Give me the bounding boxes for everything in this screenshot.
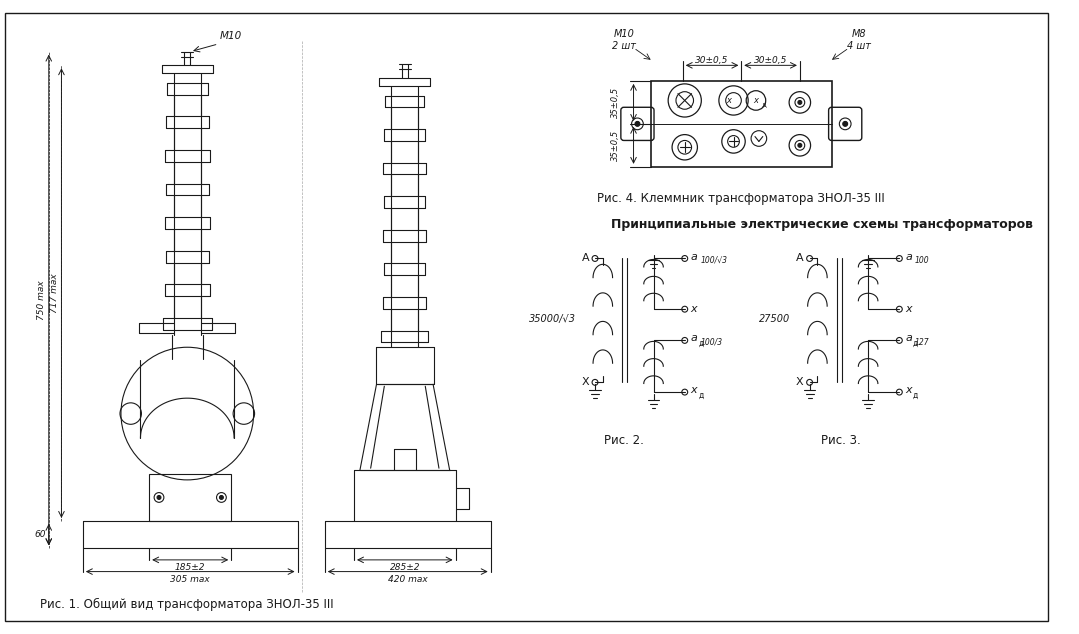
- Text: Рис. 4. Клеммник трансформатора ЗНОЛ-35 III: Рис. 4. Клеммник трансформатора ЗНОЛ-35 …: [598, 193, 885, 205]
- Text: A: A: [582, 254, 589, 264]
- Text: 717 max: 717 max: [50, 273, 58, 313]
- Text: 100/√3: 100/√3: [700, 256, 727, 265]
- Text: 27500: 27500: [759, 314, 790, 324]
- Bar: [149, 474, 231, 521]
- Text: x: x: [753, 96, 759, 105]
- Text: X: X: [796, 377, 804, 387]
- Text: 305 max: 305 max: [170, 574, 210, 583]
- Text: Принципиальные электрические схемы трансформаторов: Принципиальные электрические схемы транс…: [612, 218, 1034, 231]
- Text: 420 max: 420 max: [387, 574, 427, 583]
- Text: 60: 60: [35, 530, 45, 539]
- Text: 35±0,5: 35±0,5: [612, 130, 620, 161]
- Circle shape: [843, 122, 848, 126]
- Text: x: x: [905, 385, 912, 395]
- Circle shape: [219, 496, 223, 500]
- Text: д: д: [913, 339, 918, 348]
- Text: x: x: [726, 96, 732, 105]
- Text: Рис. 2.: Рис. 2.: [604, 434, 644, 448]
- Text: 750 max: 750 max: [37, 280, 45, 320]
- Text: a: a: [691, 333, 697, 344]
- Text: д: д: [762, 101, 766, 107]
- Text: 30±0,5: 30±0,5: [695, 56, 728, 65]
- Text: д: д: [698, 391, 704, 399]
- Circle shape: [797, 100, 802, 105]
- Text: 35000/√3: 35000/√3: [529, 314, 575, 324]
- Text: X: X: [582, 377, 589, 387]
- Bar: [651, 81, 832, 167]
- Circle shape: [158, 496, 161, 500]
- Text: a: a: [905, 333, 912, 344]
- Text: x: x: [691, 385, 697, 395]
- Text: 100: 100: [915, 256, 930, 265]
- Text: 35±0,5: 35±0,5: [612, 87, 620, 118]
- Text: д: д: [913, 391, 918, 399]
- Text: 100/3: 100/3: [700, 338, 723, 347]
- Text: М10
2 шт: М10 2 шт: [612, 29, 636, 51]
- Text: 185±2: 185±2: [175, 563, 205, 572]
- Text: 285±2: 285±2: [390, 563, 420, 572]
- Text: a: a: [691, 252, 697, 261]
- Text: x: x: [905, 304, 912, 314]
- Text: 30±0,5: 30±0,5: [754, 56, 788, 65]
- Circle shape: [636, 122, 640, 126]
- Text: М8
4 шт: М8 4 шт: [847, 29, 871, 51]
- Text: д: д: [698, 339, 704, 348]
- Text: Рис. 3.: Рис. 3.: [821, 434, 861, 448]
- Text: a: a: [905, 252, 912, 261]
- Text: A: A: [796, 254, 804, 264]
- Text: М10: М10: [220, 31, 243, 41]
- Text: x: x: [691, 304, 697, 314]
- Circle shape: [797, 143, 802, 147]
- Text: Рис. 1. Общий вид трансформатора ЗНОЛ-35 III: Рис. 1. Общий вид трансформатора ЗНОЛ-35…: [41, 598, 334, 611]
- Text: 127: 127: [915, 338, 930, 347]
